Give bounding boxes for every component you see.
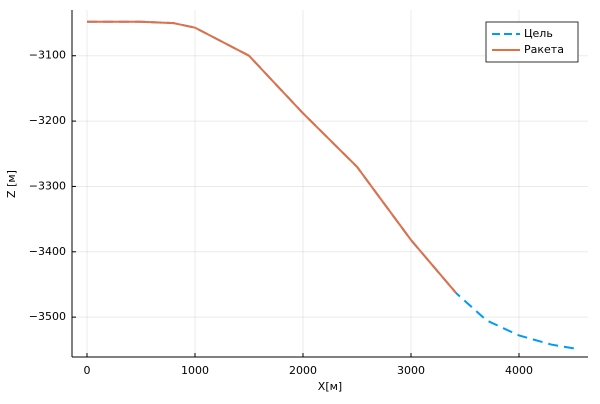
x-tick-label: 4000 — [505, 364, 533, 377]
y-tick-label: −3400 — [29, 245, 66, 258]
legend-box — [485, 21, 579, 63]
x-tick-label: 3000 — [397, 364, 425, 377]
legend-label: Цель — [524, 27, 553, 40]
x-tick-label: 0 — [84, 364, 91, 377]
x-axis-label: X[м] — [318, 380, 342, 393]
y-tick-label: −3200 — [29, 114, 66, 127]
y-tick-label: −3500 — [29, 310, 66, 323]
line — [87, 20, 457, 294]
y-tick-label: −3100 — [29, 49, 66, 62]
line — [87, 20, 579, 351]
y-tick-label: −3300 — [29, 179, 66, 192]
legend-label: Ракета — [524, 43, 564, 56]
x-tick-label: 2000 — [289, 364, 317, 377]
x-tick-label: 1000 — [181, 364, 209, 377]
y-axis-label: Z [м] — [5, 170, 18, 198]
